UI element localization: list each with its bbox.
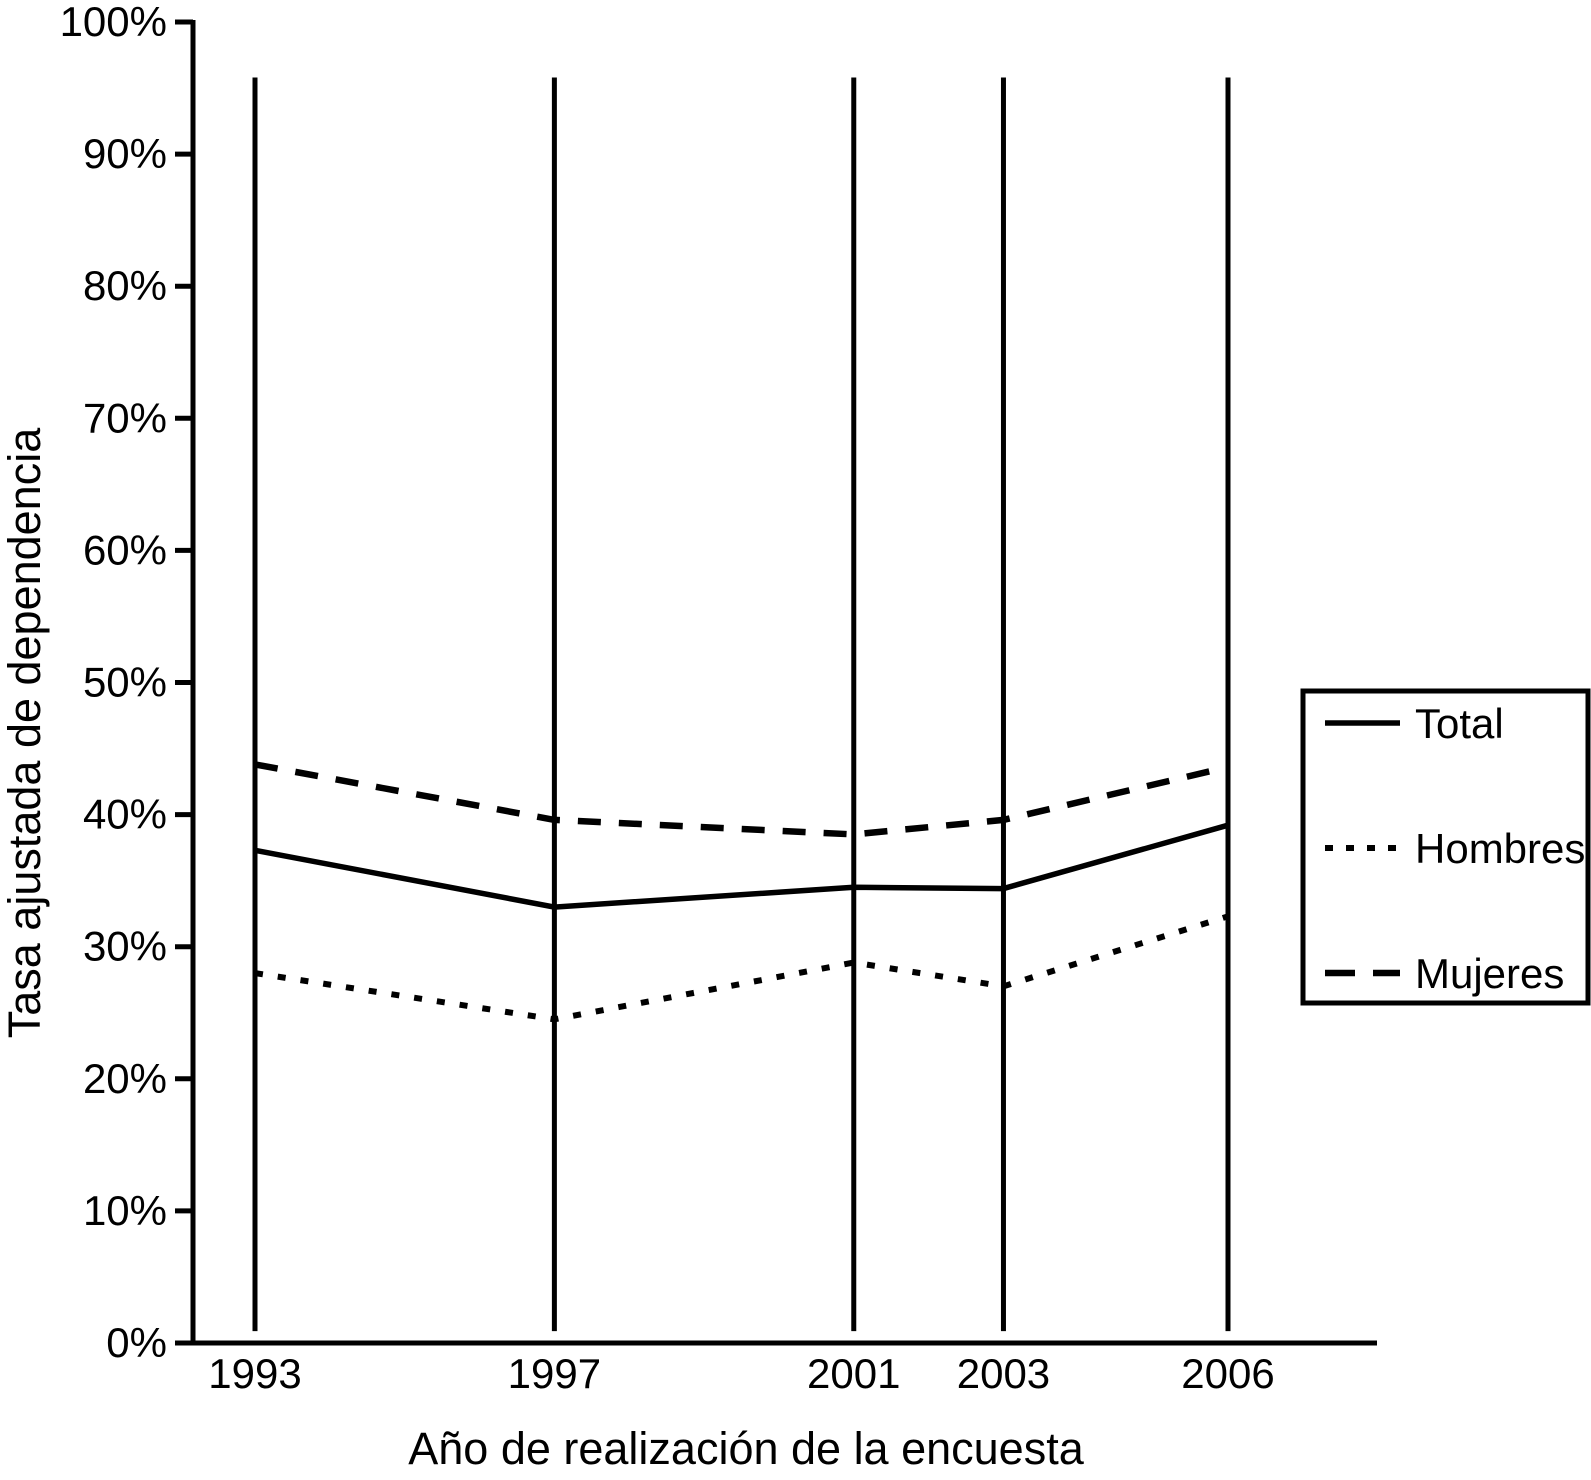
y-tick-label: 80% [83,262,167,309]
y-tick-label: 90% [83,130,167,177]
y-axis-title: Tasa ajustada de dependencia [0,427,50,1038]
y-tick-label: 60% [83,526,167,573]
y-tick-label: 20% [83,1055,167,1102]
legend-label-total: Total [1415,700,1504,747]
legend-box [1300,688,1591,1006]
x-tick-label: 1997 [508,1350,601,1397]
series-line-mujeres [254,761,1229,838]
legend-label-mujeres: Mujeres [1415,950,1564,997]
y-tick-label: 30% [83,923,167,970]
series-line-total [254,822,1229,910]
y-tick-label: 70% [83,394,167,441]
series-line-hombres [254,913,1229,1023]
legend-label-hombres: Hombres [1415,825,1585,872]
x-axis-title: Año de realización de la encuesta [408,1423,1084,1474]
x-tick-label: 2006 [1181,1350,1274,1397]
y-tick-label: 10% [83,1187,167,1234]
y-tick-label: 100% [60,0,167,45]
y-tick-label: 0% [106,1319,167,1366]
x-tick-label: 2003 [957,1350,1050,1397]
x-tick-label: 2001 [807,1350,900,1397]
x-tick-label: 1993 [208,1350,301,1397]
y-tick-label: 40% [83,791,167,838]
plot-area: 0% 10% 20% 30% 40% 50% 60% 70% 80% 90% 100% 1993 199… [60,0,1591,1397]
y-tick-label: 50% [83,659,167,706]
